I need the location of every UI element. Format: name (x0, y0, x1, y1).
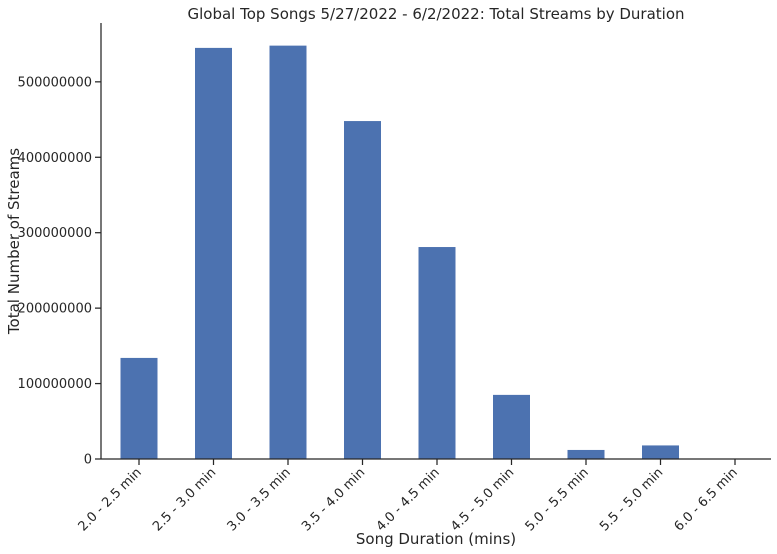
y-tick-label: 500000000 (18, 75, 92, 90)
y-tick-label: 300000000 (18, 226, 92, 241)
x-tick-label: 5.5 - 5.0 min (597, 465, 666, 534)
bar-1 (195, 47, 232, 460)
y-tick-label: 200000000 (18, 302, 92, 317)
x-tick-label: 2.0 - 2.5 min (76, 465, 145, 534)
x-tick-label: 5.0 - 5.5 min (523, 465, 592, 534)
chart-title: Global Top Songs 5/27/2022 - 6/2/2022: T… (187, 5, 684, 23)
y-tick-label: 100000000 (18, 377, 92, 392)
x-tick-label: 4.0 - 4.5 min (374, 465, 443, 534)
bar-6 (567, 449, 605, 459)
bars-group (120, 45, 679, 460)
x-tick-label: 3.0 - 3.5 min (225, 465, 294, 534)
bar-3 (344, 121, 381, 459)
x-ticks-group: 2.0 - 2.5 min 2.5 - 3.0 min 3.0 - 3.5 min 3… (76, 459, 741, 534)
bar-2 (269, 45, 307, 459)
x-tick-label: 2.5 - 3.0 min (150, 465, 219, 534)
x-tick-label: 6.0 - 6.5 min (672, 465, 741, 534)
y-axis-label: Total Number of Streams (5, 148, 23, 335)
bar-5 (493, 394, 530, 459)
y-ticks-group: 0 100000000 200000000 300000000 400000000 500… (18, 75, 101, 468)
bar-0 (120, 357, 158, 459)
y-tick-label: 0 (84, 453, 92, 468)
x-tick-label: 4.5 - 5.0 min (448, 465, 517, 534)
bar-7 (642, 445, 679, 459)
x-tick-label: 3.5 - 4.0 min (299, 465, 368, 534)
y-tick-label: 400000000 (18, 151, 92, 166)
x-axis-label: Song Duration (mins) (356, 530, 516, 548)
bar-4 (418, 247, 456, 459)
